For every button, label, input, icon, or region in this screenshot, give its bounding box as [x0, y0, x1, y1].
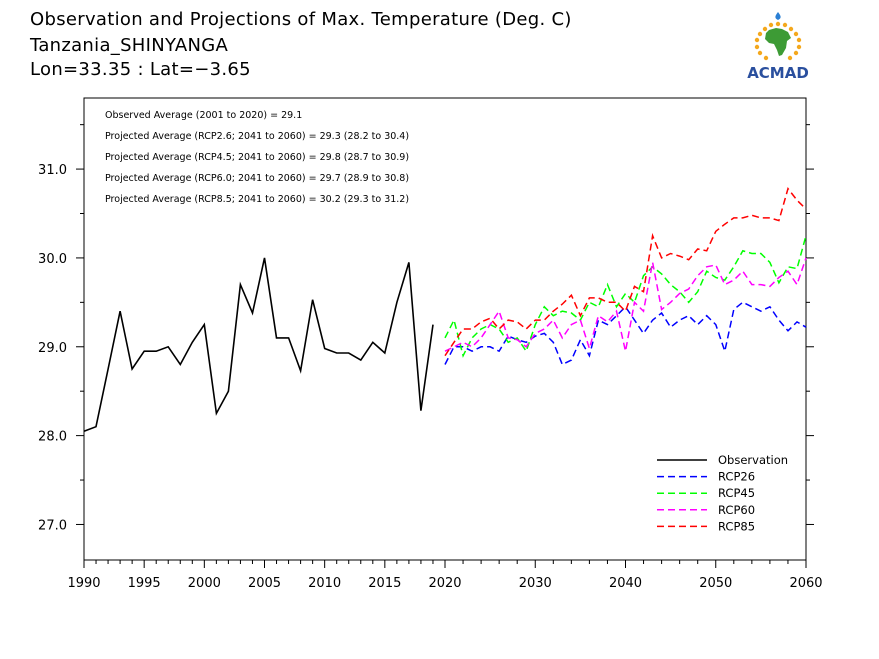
x-tick-label: 2060	[789, 576, 822, 591]
x-tick-label: 2000	[188, 576, 221, 591]
annotation-text: Projected Average (RCP2.6; 2041 to 2060)…	[105, 131, 409, 142]
y-tick-label: 28.0	[38, 430, 67, 445]
coordinates-label: Lon=33.35 : Lat=−3.65	[30, 59, 251, 80]
x-tick-label: 2010	[308, 576, 341, 591]
y-tick-label: 27.0	[38, 518, 67, 533]
annotation-text: Projected Average (RCP6.0; 2041 to 2060)…	[105, 173, 409, 184]
y-tick-label: 31.0	[38, 163, 67, 178]
x-tick-label: 2015	[368, 576, 401, 591]
x-tick-label: 1990	[67, 576, 100, 591]
series-line-rcp26	[444, 301, 807, 366]
annotation-text: Projected Average (RCP4.5; 2041 to 2060)…	[105, 152, 409, 163]
location-label: Tanzania_SHINYANGA	[30, 35, 229, 56]
x-tick-label: 2020	[428, 576, 461, 591]
series-line-rcp85	[444, 186, 807, 357]
africa-map-icon	[754, 12, 802, 61]
series-line-rcp60	[444, 257, 807, 352]
annotation-text: Projected Average (RCP8.5; 2041 to 2060)…	[105, 194, 409, 205]
acmad-logo: ACMAD	[738, 8, 818, 84]
legend-label: RCP60	[718, 503, 755, 517]
x-tick-label: 1995	[128, 576, 161, 591]
logo-text: ACMAD	[747, 64, 809, 82]
series-line-rcp45	[444, 235, 807, 358]
series-line-observation	[83, 257, 434, 432]
legend-label: RCP26	[718, 470, 755, 484]
legend-label: Observation	[718, 453, 788, 467]
x-tick-label: 2005	[248, 576, 281, 591]
y-tick-label: 29.0	[38, 341, 67, 356]
chart-title: Observation and Projections of Max. Temp…	[30, 9, 572, 30]
x-tick-label: 2040	[609, 576, 642, 591]
legend-label: RCP45	[718, 486, 755, 500]
x-tick-label: 2030	[519, 576, 552, 591]
y-tick-label: 30.0	[38, 252, 67, 267]
annotation-text: Observed Average (2001 to 2020) = 29.1	[105, 110, 302, 121]
plot-frame	[83, 97, 807, 561]
x-tick-label: 2050	[699, 576, 732, 591]
legend-label: RCP85	[718, 519, 755, 533]
